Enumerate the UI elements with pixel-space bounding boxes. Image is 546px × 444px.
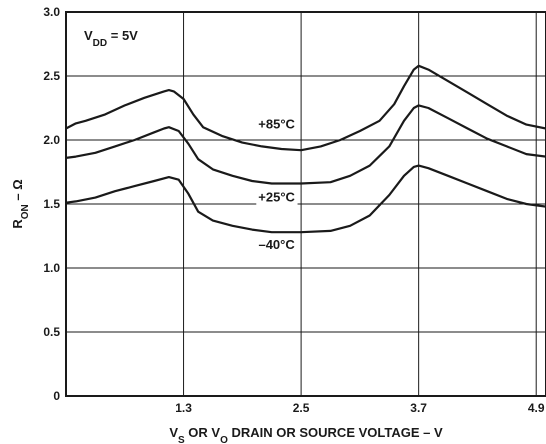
series-label-text: –40°C	[258, 237, 295, 252]
y-tick-label: 3.0	[43, 5, 60, 19]
vdd-annotation: VDD = 5V	[84, 28, 138, 49]
plot-frame	[65, 11, 546, 397]
y-tick-label: 0.5	[43, 325, 60, 339]
y-tick-label: 1.5	[43, 197, 60, 211]
grid-lines	[66, 12, 546, 396]
series-label-0: +85°C	[256, 115, 298, 133]
x-tick-label: 4.9	[528, 401, 545, 415]
y-tick-label: 2.0	[43, 133, 60, 147]
y-tick-label: 2.5	[43, 69, 60, 83]
series-label-text: +25°C	[258, 189, 295, 204]
tick-labels: 0 0.5 1.0 1.5 2.0 2.5 3.0 1.3 2.5 3.7 4.9	[43, 5, 545, 415]
series-layer	[65, 64, 546, 234]
series-line-0	[65, 64, 546, 152]
series-labels: +85°C +25°C –40°C	[256, 115, 298, 253]
axis-titles: VS OR VO DRAIN OR SOURCE VOLTAGE – V RON …	[10, 179, 443, 444]
x-tick-label: 3.7	[410, 401, 427, 415]
series-label-1: +25°C	[256, 188, 298, 206]
series-label-bg	[256, 115, 298, 133]
x-tick-label: 1.3	[175, 401, 192, 415]
series-label-2: –40°C	[256, 235, 298, 253]
y-axis-title: RON – Ω	[10, 179, 31, 228]
series-label-bg	[256, 235, 298, 253]
y-tick-label: 0	[53, 389, 60, 403]
series-line-1	[65, 104, 546, 185]
plot-border	[65, 11, 546, 397]
x-axis-title: VS OR VO DRAIN OR SOURCE VOLTAGE – V	[169, 425, 443, 444]
annotation: VDD = 5V	[84, 28, 138, 49]
series-line-2	[65, 164, 546, 234]
series-label-bg	[256, 188, 298, 206]
x-tick-label: 2.5	[293, 401, 310, 415]
y-tick-label: 1.0	[43, 261, 60, 275]
series-label-text: +85°C	[258, 116, 295, 131]
